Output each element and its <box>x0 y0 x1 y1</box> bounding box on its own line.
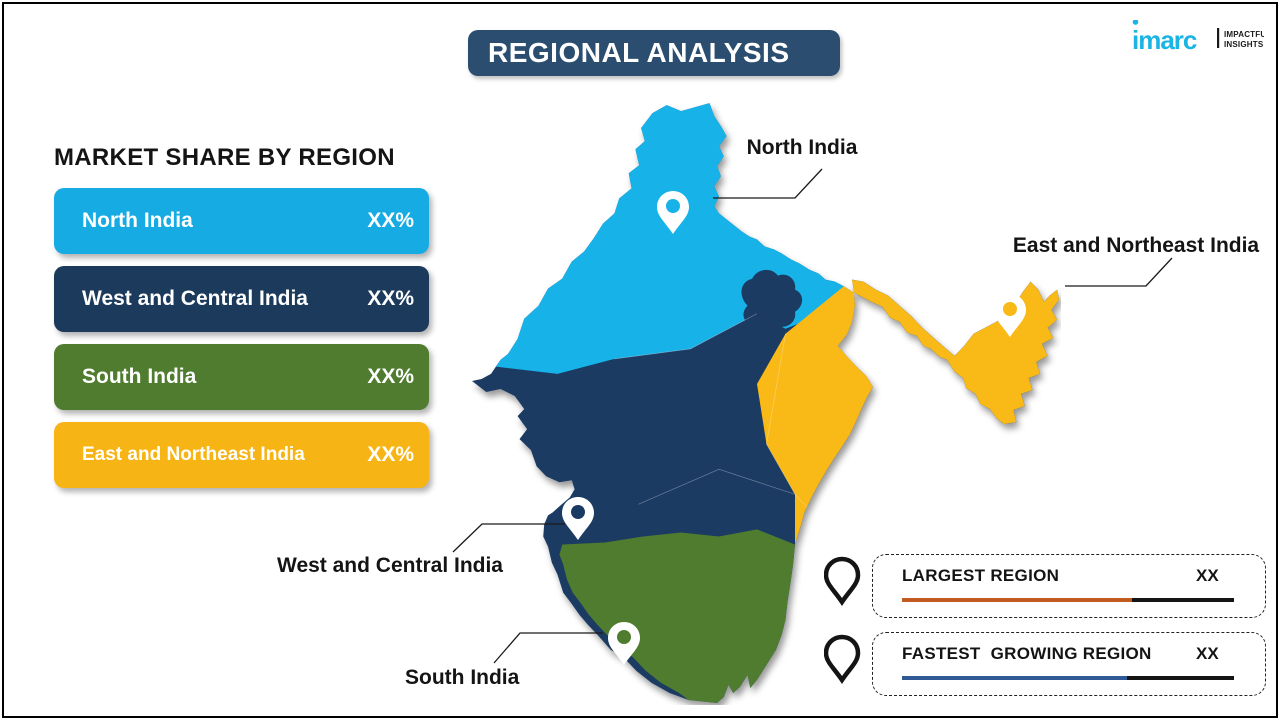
svg-text:North India: North India <box>747 136 858 159</box>
svg-text:South India: South India <box>405 666 520 689</box>
svg-text:East and Northeast India: East and Northeast India <box>1013 234 1260 257</box>
svg-text:West and Central India: West and Central India <box>277 554 503 577</box>
